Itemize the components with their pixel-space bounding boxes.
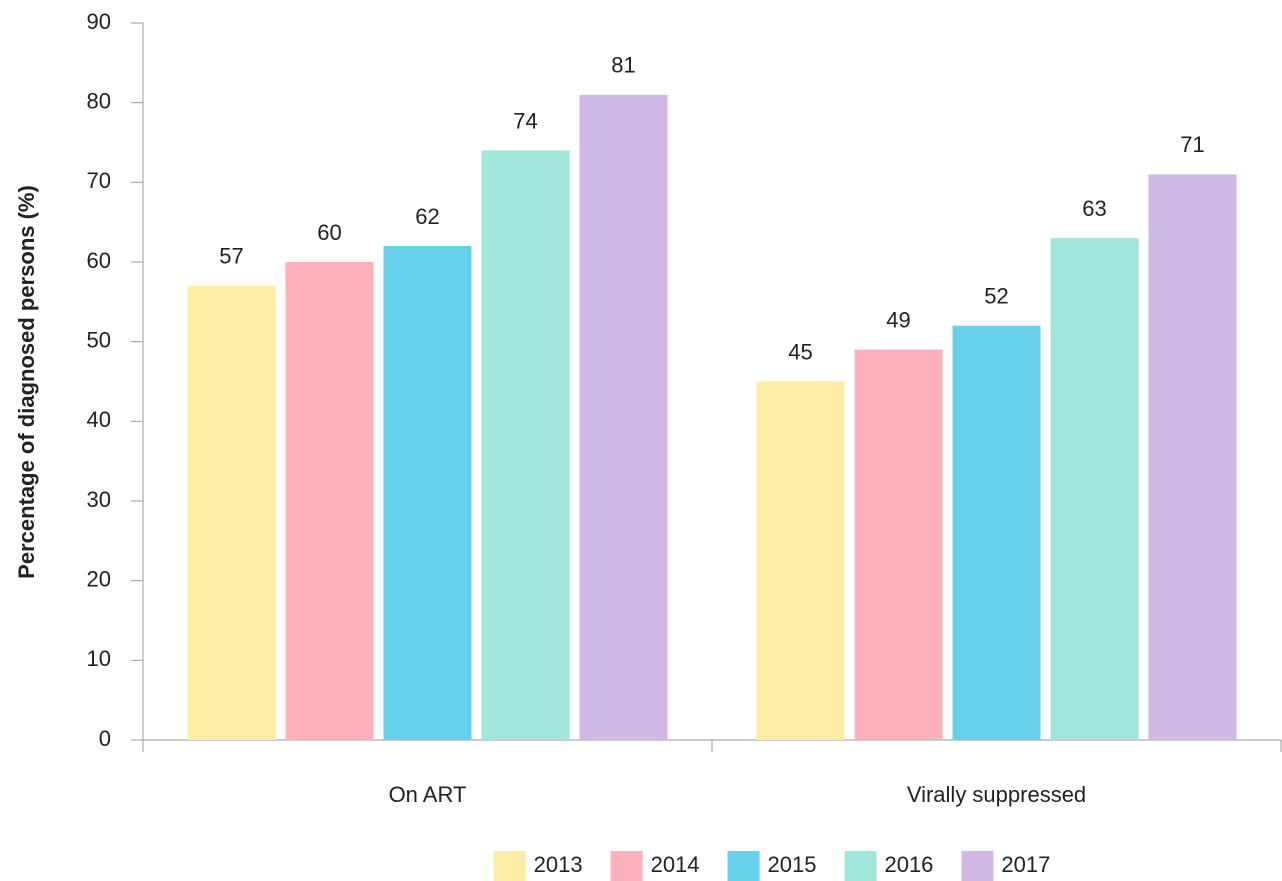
bar (383, 246, 472, 741)
y-tick-label: 30 (87, 487, 111, 512)
bar (187, 285, 276, 740)
x-tick-label: Virally suppressed (907, 782, 1086, 807)
data-label: 62 (415, 204, 439, 229)
legend-label: 2013 (534, 852, 583, 877)
data-label: 52 (984, 284, 1008, 309)
legend-swatch (961, 851, 994, 881)
bar (1050, 238, 1139, 740)
legend-label: 2015 (768, 852, 817, 877)
y-tick-label: 70 (87, 168, 111, 193)
data-label: 71 (1180, 132, 1204, 157)
bar (952, 325, 1041, 740)
y-tick-label: 80 (87, 88, 111, 113)
legend-label: 2017 (1001, 852, 1050, 877)
bar (481, 150, 570, 740)
legend-label: 2014 (651, 852, 700, 877)
data-label: 60 (317, 220, 341, 245)
bar (1148, 174, 1237, 740)
y-axis-label: Percentage of diagnosed persons (%) (14, 185, 39, 579)
legend-swatch (610, 851, 643, 881)
bar (579, 94, 668, 740)
y-tick-label: 60 (87, 248, 111, 273)
legend-swatch (727, 851, 760, 881)
legend-swatch (493, 851, 526, 881)
bar (285, 262, 374, 740)
bar (854, 349, 943, 740)
y-tick-label: 90 (87, 9, 111, 34)
bar (756, 381, 845, 740)
legend-swatch (844, 851, 877, 881)
data-label: 81 (611, 53, 635, 78)
data-label: 45 (788, 339, 812, 364)
data-label: 49 (886, 307, 910, 332)
y-tick-label: 0 (99, 726, 111, 751)
y-tick-label: 10 (87, 646, 111, 671)
x-tick-label: On ART (389, 782, 467, 807)
data-label: 74 (513, 108, 537, 133)
y-tick-label: 50 (87, 327, 111, 352)
data-label: 63 (1082, 196, 1106, 221)
legend-label: 2016 (884, 852, 933, 877)
y-tick-label: 20 (87, 566, 111, 591)
y-tick-label: 40 (87, 407, 111, 432)
data-label: 57 (219, 244, 243, 269)
